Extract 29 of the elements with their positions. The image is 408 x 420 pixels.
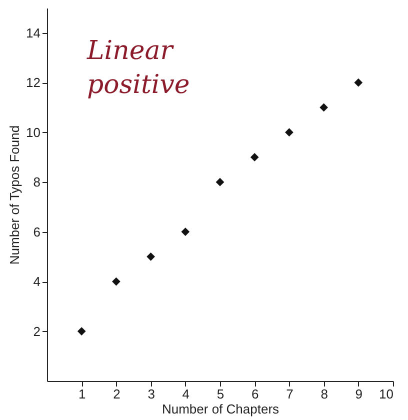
x-axis-title: Number of Chapters [162, 402, 280, 416]
x-tick-label: 8 [320, 386, 328, 402]
y-tick-label: 8 [33, 174, 40, 190]
x-tick-label: 5 [216, 386, 224, 402]
point [77, 327, 86, 336]
x-tick-label: 4 [182, 386, 190, 402]
annotation: Linear positive [86, 36, 190, 100]
x-tick-label: 6 [251, 386, 259, 402]
y-tick-label: 12 [26, 75, 40, 90]
point [181, 228, 190, 236]
point [250, 153, 259, 162]
point [354, 78, 363, 87]
point [216, 178, 224, 186]
point [112, 277, 120, 286]
x-tick-label: 3 [148, 386, 155, 402]
y-tick-label: 2 [33, 324, 40, 339]
x-tick-label: 9 [355, 386, 363, 402]
x-tick-label: 1 [78, 386, 86, 402]
y-tick-label: 4 [33, 274, 40, 290]
x-tick-label: 2 [113, 386, 120, 402]
point [146, 252, 155, 261]
point [285, 128, 294, 137]
point [320, 103, 328, 112]
y-tick-label: 14 [26, 25, 40, 40]
y-axis-title: Number of Typos Found [7, 125, 22, 265]
y-tick-label: 6 [33, 224, 40, 240]
x-tick-label: 10 [379, 386, 394, 402]
y-tick-label: 10 [26, 124, 40, 140]
x-tick-label: 7 [286, 386, 294, 402]
